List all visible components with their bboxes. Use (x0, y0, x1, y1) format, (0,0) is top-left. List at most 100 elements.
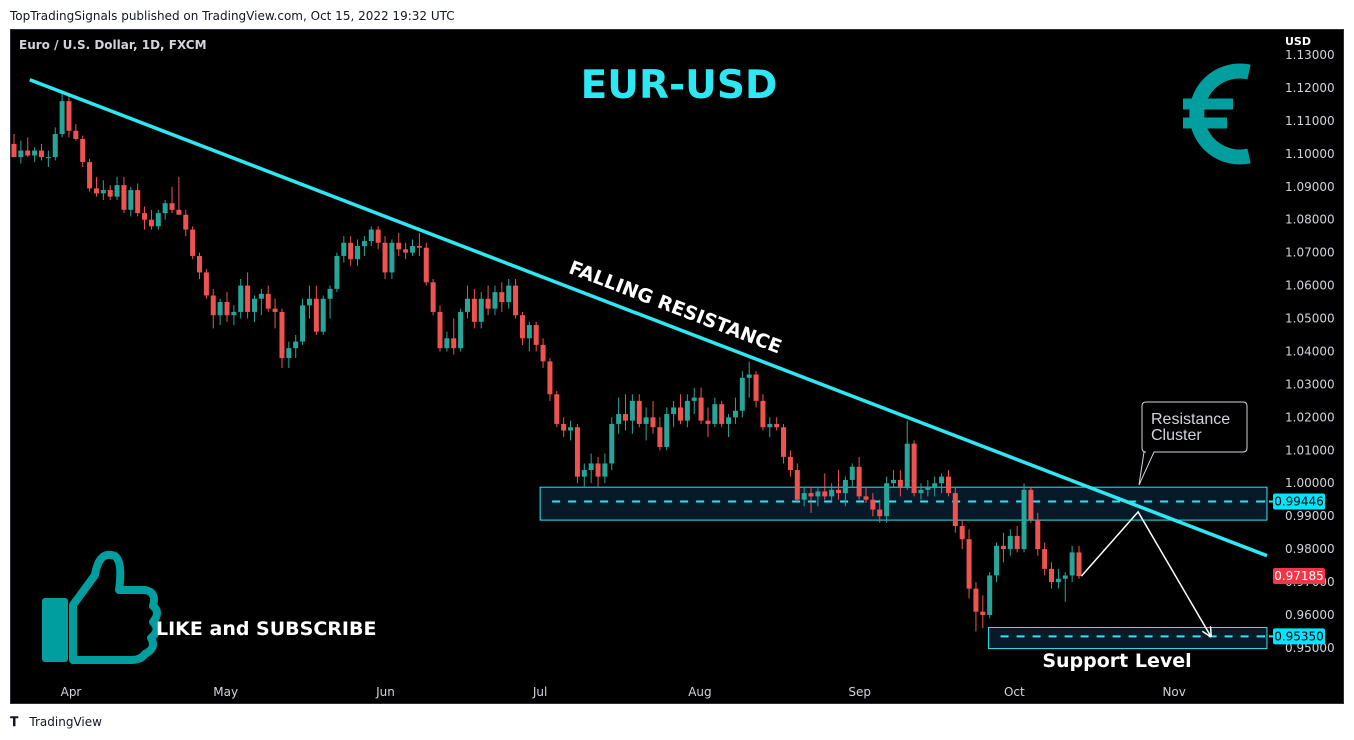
support-level-label: Support Level (1042, 650, 1191, 672)
price-axis: 1.13000 1.12000 1.11000 1.10000 1.09000 1.080… (1285, 48, 1335, 655)
support-price-text: 0.95350 (1274, 629, 1324, 643)
candle-body (753, 374, 759, 401)
candle-body (767, 423, 773, 428)
candle-body (382, 242, 388, 273)
big-title: EUR-USD (581, 63, 778, 108)
thumbs-up-icon[interactable] (42, 550, 161, 664)
candle-body (416, 246, 422, 248)
falling-resistance-trendline (29, 78, 1268, 558)
candle-body (726, 417, 732, 424)
candle-body (80, 138, 86, 163)
candle-body (664, 414, 670, 447)
candle-body (980, 611, 986, 615)
y-tick-label: 1.04000 (1285, 344, 1335, 358)
y-tick-label: 1.05000 (1285, 312, 1335, 326)
candle-body (499, 292, 505, 303)
candle-body (197, 255, 203, 273)
candle-body (18, 150, 24, 158)
candle-body (478, 298, 484, 322)
candle-body (513, 285, 519, 316)
currency-label: USD (1285, 35, 1311, 48)
callout-line-2: Cluster (1151, 427, 1202, 444)
candle-body (1042, 549, 1048, 569)
candle-body (162, 203, 168, 214)
y-tick-label: 1.08000 (1285, 213, 1335, 227)
y-tick-label: 1.10000 (1285, 147, 1335, 161)
candle-body (822, 491, 828, 497)
candle-body (506, 285, 512, 303)
candle-body (636, 400, 642, 424)
candle-body (870, 499, 876, 510)
candle-body (1076, 552, 1082, 577)
y-tick-label: 0.95000 (1285, 641, 1335, 655)
candle-body (1062, 575, 1068, 579)
candle-body (25, 150, 31, 156)
support-price-badge: 0.95350 (1261, 628, 1325, 645)
x-tick-label: Sep (848, 685, 871, 699)
candle-body (829, 489, 835, 497)
y-tick-label: 1.12000 (1285, 81, 1335, 95)
candle-body (451, 338, 457, 349)
candle-body (121, 185, 127, 210)
y-tick-label: 1.02000 (1285, 410, 1335, 424)
candle-body (849, 466, 855, 480)
candle-body (334, 255, 340, 289)
x-tick-label: Jun (375, 685, 395, 699)
candle-body (293, 341, 299, 349)
candle-body (1021, 489, 1027, 550)
y-tick-label: 0.98000 (1285, 542, 1335, 556)
resistance-cluster-callout: Resistance Cluster (1138, 401, 1248, 486)
candle-body (148, 219, 154, 227)
like-subscribe-text[interactable]: LIKE and SUBSCRIBE (156, 618, 376, 640)
candle-body (884, 483, 890, 517)
candle-body (251, 298, 257, 312)
candle-body (93, 188, 99, 194)
candle-body (444, 338, 450, 349)
candle-body (973, 588, 979, 612)
candle-body (245, 285, 251, 312)
candle-body (526, 325, 532, 339)
candle-body (38, 150, 44, 158)
y-tick-label: 0.99000 (1285, 509, 1335, 523)
y-tick-label: 1.13000 (1285, 48, 1335, 62)
euro-icon (1183, 63, 1251, 165)
candle-body (746, 374, 752, 378)
candle-body (602, 463, 608, 477)
time-axis: Apr May Jun Jul Aug Sep Oct Nov (61, 685, 1186, 699)
candle-body (966, 539, 972, 589)
candle-body (423, 247, 429, 283)
candle-body (313, 298, 319, 332)
footer-brand: TradingView (29, 715, 102, 729)
chart-frame[interactable]: Euro / U.S. Dollar, 1D, FXCM EUR-USD FAL… (10, 29, 1344, 704)
candle-body (203, 272, 209, 296)
candle-body (471, 298, 477, 322)
candle-body (66, 101, 72, 131)
candle-body (300, 305, 306, 342)
candle-body (1000, 545, 1006, 550)
candle-body (32, 150, 38, 156)
candle-body (581, 470, 587, 477)
price-chart[interactable]: Euro / U.S. Dollar, 1D, FXCM EUR-USD FAL… (11, 30, 1345, 705)
candle-body (616, 414, 622, 424)
x-tick-label: Oct (1004, 685, 1025, 699)
candle-body (684, 400, 690, 421)
candle-body (856, 466, 862, 497)
candle-body (306, 298, 312, 306)
candle-body (176, 209, 182, 215)
x-tick-label: Apr (61, 685, 82, 699)
candle-body (904, 443, 910, 487)
candle-body (100, 190, 106, 194)
candle-body (945, 476, 951, 494)
candle-body (492, 292, 498, 309)
candle-body (739, 377, 745, 411)
candle-body (73, 130, 79, 139)
candle-body (932, 483, 938, 487)
candle-body (183, 214, 189, 230)
candle-body (781, 427, 787, 457)
candle-body (808, 493, 814, 497)
footer[interactable]: 𝐓 TradingView (10, 713, 102, 731)
x-tick-label: Jul (532, 685, 547, 699)
support-zone (988, 626, 1268, 650)
y-tick-label: 1.01000 (1285, 443, 1335, 457)
candle-body (952, 493, 958, 527)
